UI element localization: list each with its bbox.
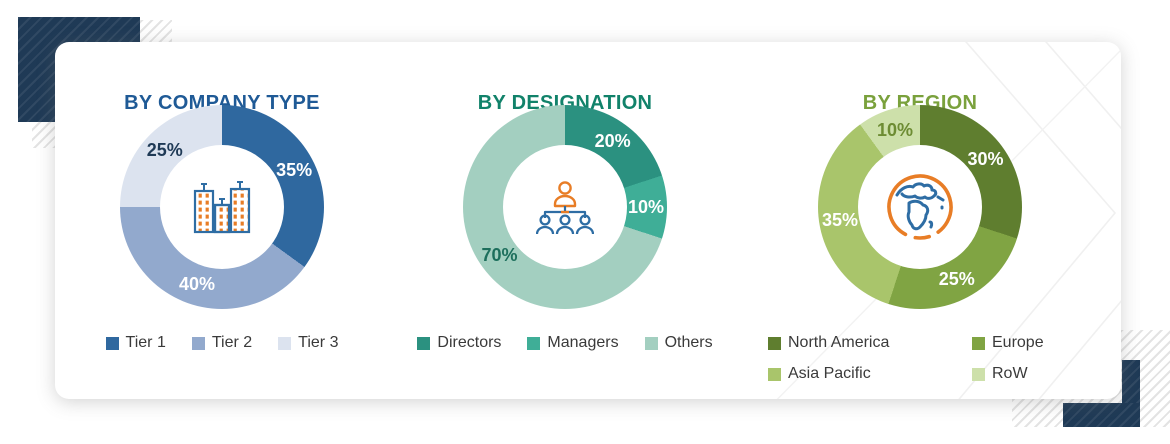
percent-label: 35% [276, 160, 313, 181]
legend-marker [972, 336, 985, 350]
percent-label: 35% [821, 209, 859, 230]
legend-label: Tier 3 [298, 334, 339, 351]
globe-icon [887, 174, 953, 240]
legend: North America Europe Asia Pacific RoW [768, 334, 1044, 383]
legend-marker [278, 336, 292, 350]
donut-hole [503, 145, 627, 269]
percent-label: 70% [481, 244, 518, 265]
donut-chart: 35% 40% 25% [120, 105, 324, 309]
legend-item: Tier 3 [278, 334, 338, 352]
legend-label: Asia Pacific [788, 365, 871, 382]
percent-label: 25% [146, 139, 183, 160]
legend-marker [417, 336, 431, 350]
percent-label: 10% [627, 197, 665, 217]
percent-label: 20% [594, 131, 631, 152]
legend-label: Others [664, 334, 713, 351]
charts-card: BY COMPANY TYPE [55, 42, 1121, 399]
percent-label: 10% [876, 119, 913, 140]
legend: Directors Managers Others [398, 334, 732, 352]
legend-label: North America [788, 334, 890, 351]
donut-hole [160, 145, 284, 269]
legend-marker [527, 336, 541, 350]
legend-label: Europe [992, 334, 1044, 351]
legend-item: Others [644, 334, 713, 352]
legend-marker [768, 336, 781, 350]
legend-item: North America [768, 334, 946, 352]
legend-item: Directors [417, 334, 501, 352]
chart-designation: BY DESIGNATION [398, 75, 732, 385]
chart-title: BY DESIGNATION [477, 91, 653, 114]
chart-company-type: BY COMPANY TYPE [55, 75, 389, 385]
legend-marker [972, 367, 985, 381]
corner-block-bottom-right [1063, 403, 1140, 427]
chart-title: BY COMPANY TYPE [124, 91, 320, 114]
donut-chart: 30% 25% 35% 10% [818, 105, 1022, 309]
legend-label: RoW [992, 365, 1028, 382]
donut-chart: 20% 10% 70% [463, 105, 667, 309]
percent-label: 30% [967, 149, 1004, 170]
legend-label: Managers [547, 334, 619, 351]
legend-marker [105, 336, 119, 350]
legend-item: Asia Pacific [768, 365, 946, 383]
legend-marker [191, 336, 205, 350]
buildings-icon [193, 181, 251, 234]
chart-region: BY REGION 30% 25% 35% 10% North America Euro… [745, 75, 1095, 385]
legend-label: Tier 2 [211, 334, 253, 351]
legend-marker [768, 367, 781, 381]
legend-label: Directors [437, 334, 502, 351]
legend-label: Tier 1 [125, 334, 166, 351]
percent-label: 40% [178, 274, 215, 295]
legend-item: Tier 1 [105, 334, 166, 352]
legend-item: Tier 2 [191, 334, 253, 352]
legend-item: Managers [527, 334, 619, 352]
org-chart-icon [536, 181, 594, 235]
legend-item: RoW [972, 365, 1044, 383]
legend: Tier 1 Tier 2 Tier 3 [55, 334, 389, 352]
legend-item: Europe [972, 334, 1044, 352]
legend-marker [644, 336, 658, 350]
percent-label: 25% [938, 269, 975, 290]
